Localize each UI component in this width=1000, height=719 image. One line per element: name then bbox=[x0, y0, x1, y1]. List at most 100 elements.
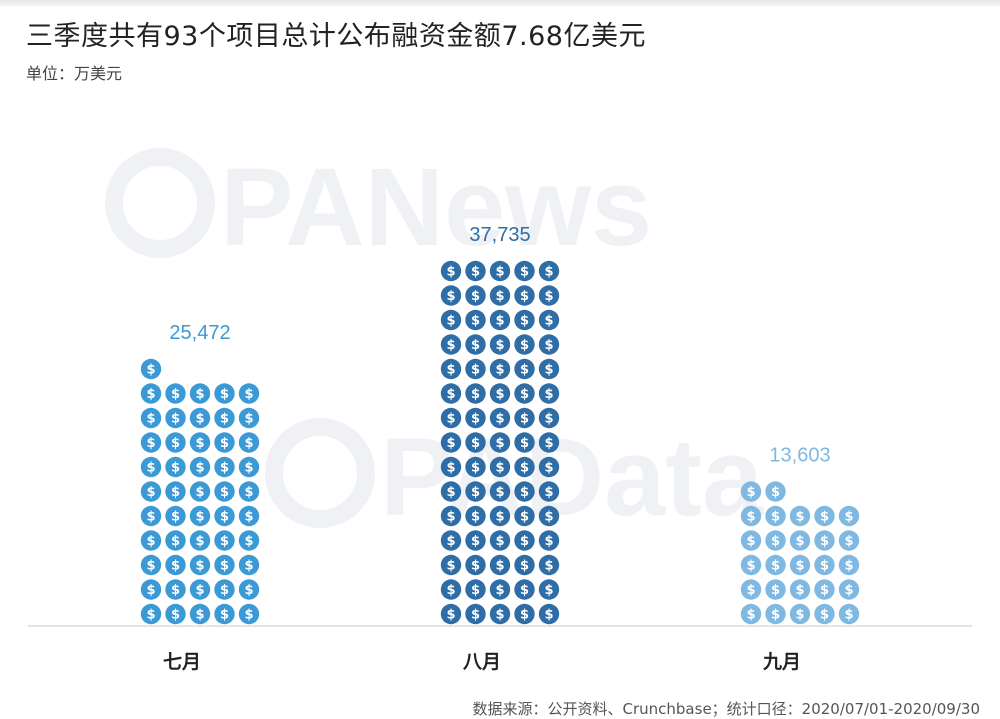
svg-text:$: $ bbox=[795, 559, 804, 574]
svg-text:$: $ bbox=[471, 608, 480, 623]
dollar-coin-icon: $ bbox=[214, 505, 235, 527]
value-label-1: 25,472 bbox=[169, 322, 230, 344]
dollar-coin-icon: $ bbox=[189, 383, 211, 404]
dollar-coin-icon: $ bbox=[440, 603, 462, 625]
dollar-coin-icon: $ bbox=[214, 383, 235, 404]
svg-text:$: $ bbox=[746, 534, 755, 549]
dollar-coin-icon: $ bbox=[465, 334, 486, 355]
dollar-coin-icon: $ bbox=[238, 554, 260, 576]
svg-text:$: $ bbox=[820, 534, 829, 549]
svg-text:$: $ bbox=[544, 314, 553, 329]
dollar-coin-icon: $ bbox=[538, 334, 560, 355]
svg-text:$: $ bbox=[471, 338, 480, 353]
dollar-coin-icon: $ bbox=[740, 481, 762, 502]
watermark-logo-icon bbox=[265, 418, 375, 528]
dollar-coin-icon: $ bbox=[440, 407, 462, 429]
dollar-coin-icon: $ bbox=[538, 358, 560, 380]
svg-text:$: $ bbox=[171, 387, 180, 402]
dollar-coin-icon: $ bbox=[538, 285, 560, 306]
svg-text:$: $ bbox=[244, 387, 253, 402]
dollar-coin-icon: $ bbox=[538, 260, 560, 282]
dollar-coin-icon: $ bbox=[140, 383, 162, 404]
dollar-coin-icon: $ bbox=[814, 554, 835, 576]
svg-text:$: $ bbox=[471, 363, 480, 378]
svg-text:$: $ bbox=[446, 314, 455, 329]
dollar-coin-icon: $ bbox=[238, 579, 260, 600]
dollar-coin-icon: $ bbox=[140, 530, 162, 551]
dollar-coin-icon: $ bbox=[814, 603, 835, 625]
svg-text:$: $ bbox=[171, 412, 180, 427]
svg-text:$: $ bbox=[820, 510, 829, 525]
category-label-1: 七月 bbox=[163, 651, 201, 673]
dollar-coin-icon: $ bbox=[140, 358, 162, 380]
svg-text:$: $ bbox=[495, 338, 504, 353]
svg-text:$: $ bbox=[471, 485, 480, 500]
category-label-3: 九月 bbox=[762, 651, 801, 673]
svg-text:$: $ bbox=[495, 559, 504, 574]
category-label-2: 八月 bbox=[463, 651, 501, 673]
svg-text:$: $ bbox=[471, 461, 480, 476]
watermark-1: PANews bbox=[105, 146, 652, 269]
dollar-coin-icon: $ bbox=[514, 432, 535, 453]
dollar-coin-icon: $ bbox=[814, 579, 835, 600]
dollar-coin-icon: $ bbox=[440, 260, 462, 282]
svg-text:$: $ bbox=[471, 265, 480, 280]
svg-text:$: $ bbox=[471, 412, 480, 427]
svg-text:$: $ bbox=[520, 485, 529, 500]
svg-text:$: $ bbox=[171, 534, 180, 549]
svg-text:$: $ bbox=[471, 559, 480, 574]
dollar-coin-icon: $ bbox=[140, 505, 162, 527]
svg-text:$: $ bbox=[146, 485, 155, 500]
dollar-coin-icon: $ bbox=[489, 407, 511, 429]
dollar-coin-icon: $ bbox=[514, 456, 535, 478]
dollar-coin-icon: $ bbox=[489, 383, 511, 404]
dollar-coin-icon: $ bbox=[140, 432, 162, 453]
svg-text:$: $ bbox=[520, 436, 529, 451]
dollar-coin-icon: $ bbox=[238, 456, 260, 478]
svg-text:$: $ bbox=[446, 265, 455, 280]
svg-text:$: $ bbox=[244, 436, 253, 451]
svg-text:$: $ bbox=[544, 363, 553, 378]
dollar-coin-icon: $ bbox=[514, 530, 535, 551]
dollar-coin-icon: $ bbox=[789, 505, 811, 527]
svg-text:$: $ bbox=[520, 534, 529, 549]
dollar-coin-icon: $ bbox=[489, 285, 511, 306]
svg-text:$: $ bbox=[844, 559, 853, 574]
svg-text:$: $ bbox=[146, 608, 155, 623]
dollar-coin-icon: $ bbox=[189, 407, 211, 429]
svg-text:$: $ bbox=[771, 485, 780, 500]
svg-text:$: $ bbox=[171, 510, 180, 525]
svg-text:$: $ bbox=[195, 412, 204, 427]
dollar-coin-icon: $ bbox=[214, 603, 235, 625]
svg-text:$: $ bbox=[495, 485, 504, 500]
dollar-coin-icon: $ bbox=[489, 432, 511, 453]
svg-text:$: $ bbox=[844, 608, 853, 623]
dollar-coin-icon: $ bbox=[489, 260, 511, 282]
dollar-coin-icon: $ bbox=[514, 309, 535, 331]
svg-text:$: $ bbox=[195, 485, 204, 500]
svg-text:$: $ bbox=[544, 436, 553, 451]
svg-text:$: $ bbox=[544, 461, 553, 476]
dollar-coin-icon: $ bbox=[465, 481, 486, 502]
dollar-coin-icon: $ bbox=[440, 285, 462, 306]
svg-text:$: $ bbox=[520, 387, 529, 402]
svg-text:$: $ bbox=[146, 559, 155, 574]
unit-label: 单位：万美元 bbox=[26, 64, 123, 83]
svg-text:$: $ bbox=[244, 559, 253, 574]
dollar-coin-icon: $ bbox=[514, 554, 535, 576]
top-strip bbox=[0, 0, 1000, 6]
bars-layer: $ $ $ $ $ $ $ $ $ $ $ $ $ $ $ $ $ $ $ $ $ $ $ $ $ $ $ $ $ $ $ $ $ $ $ $ $ $ $ $… bbox=[140, 260, 860, 625]
dollar-coin-icon: $ bbox=[514, 481, 535, 502]
svg-text:$: $ bbox=[220, 608, 229, 623]
svg-text:$: $ bbox=[495, 436, 504, 451]
dollar-coin-icon: $ bbox=[165, 579, 186, 600]
dollar-coin-icon: $ bbox=[214, 579, 235, 600]
dollar-coin-icon: $ bbox=[214, 432, 235, 453]
svg-text:$: $ bbox=[146, 534, 155, 549]
dollar-coin-icon: $ bbox=[465, 530, 486, 551]
svg-text:$: $ bbox=[220, 387, 229, 402]
dollar-coin-icon: $ bbox=[465, 285, 486, 306]
dollar-coin-icon: $ bbox=[465, 456, 486, 478]
dollar-coin-icon: $ bbox=[440, 505, 462, 527]
svg-text:$: $ bbox=[471, 534, 480, 549]
